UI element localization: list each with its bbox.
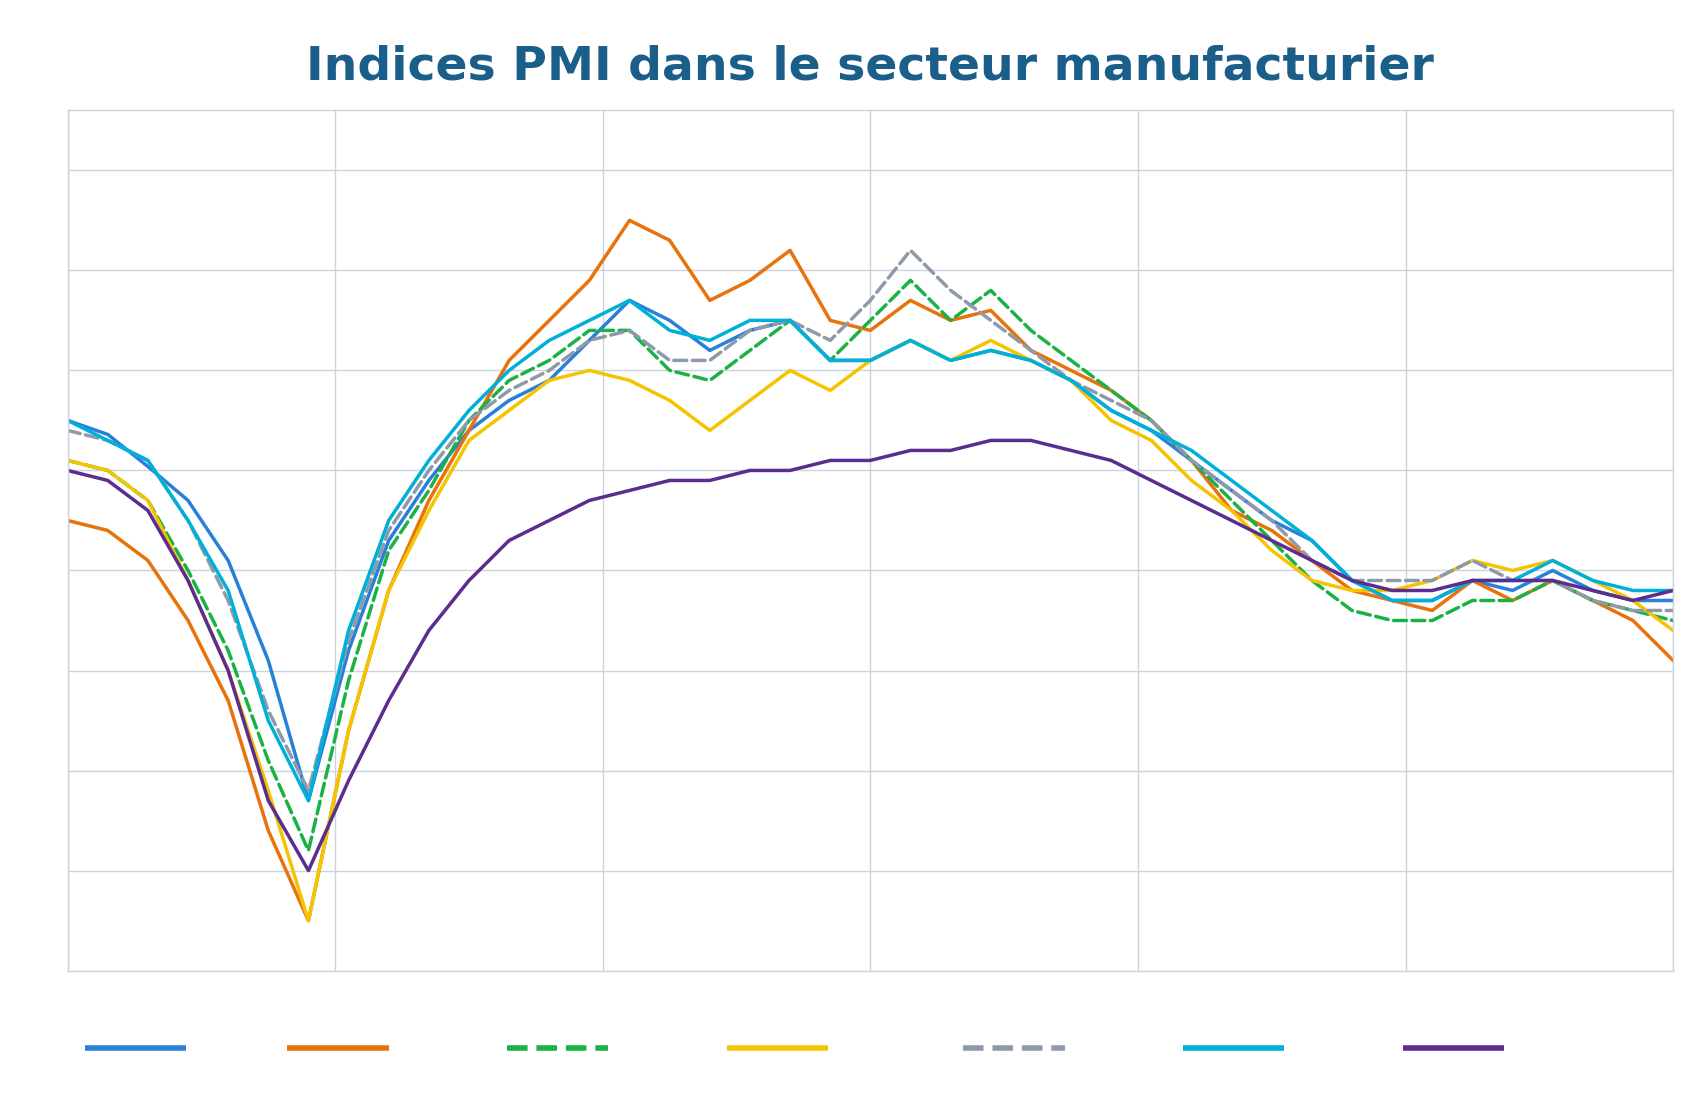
Title: Indices PMI dans le secteur manufacturier: Indices PMI dans le secteur manufacturie…: [306, 45, 1434, 89]
